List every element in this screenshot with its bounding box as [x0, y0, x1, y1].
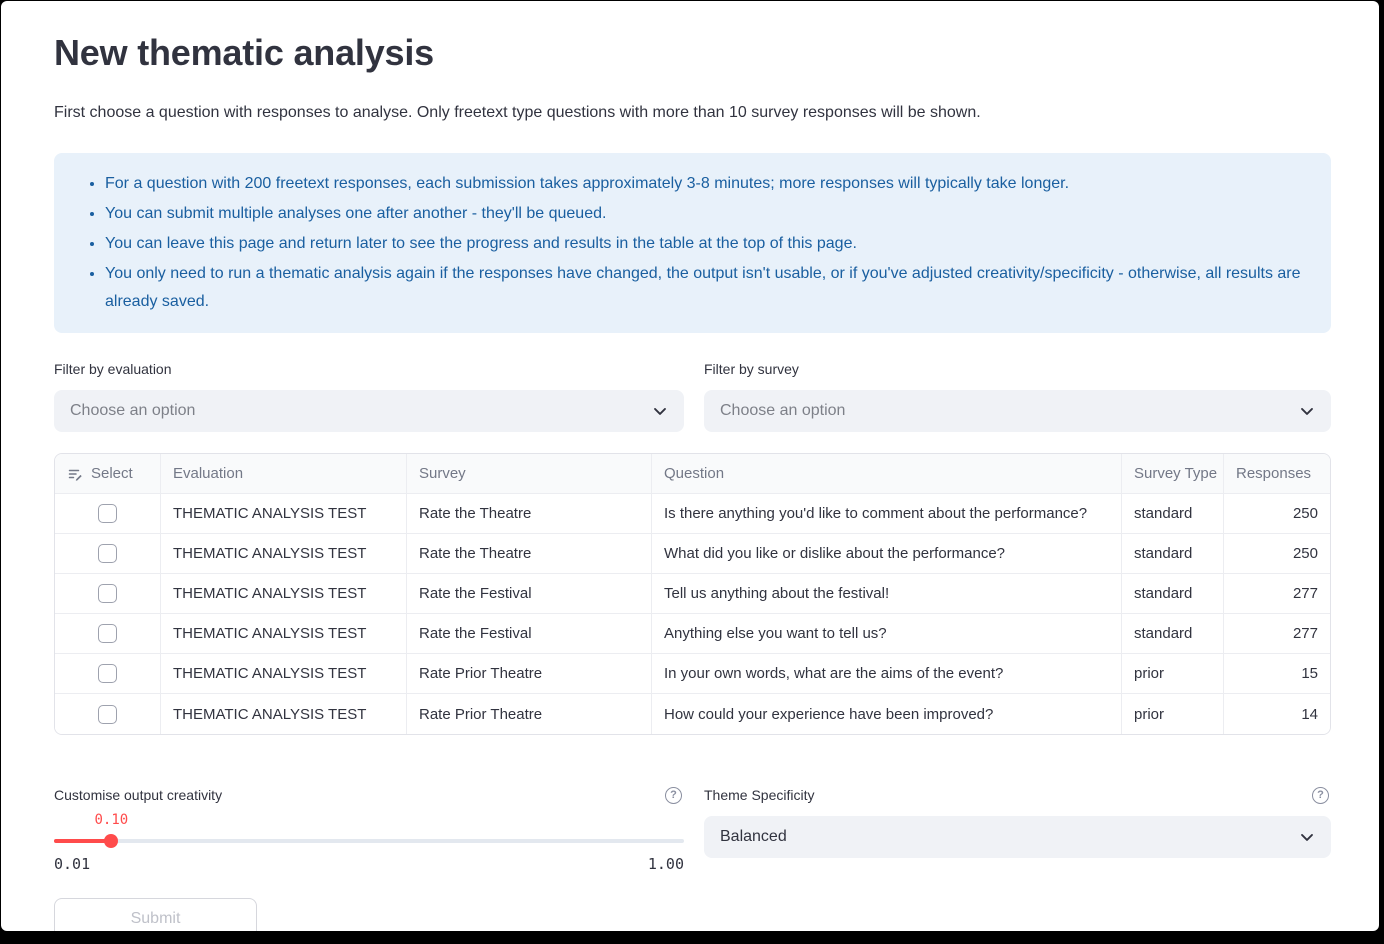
table-header-row: Select Evaluation Survey Question Survey…	[55, 454, 1330, 495]
table-row: THEMATIC ANALYSIS TEST Rate Prior Theatr…	[55, 694, 1330, 735]
info-box: For a question with 200 freetext respons…	[54, 153, 1331, 334]
cell-responses: 250	[1292, 545, 1318, 563]
chevron-down-icon	[1297, 827, 1317, 847]
cell-survey: Rate the Festival	[407, 614, 652, 654]
cell-evaluation: THEMATIC ANALYSIS TEST	[161, 654, 407, 694]
column-header-survey-type[interactable]: Survey Type	[1122, 454, 1224, 494]
cell-survey: Rate the Festival	[407, 574, 652, 614]
column-header-question[interactable]: Question	[652, 454, 1122, 494]
creativity-label: Customise output creativity	[54, 787, 223, 804]
slider-max-label: 1.00	[647, 855, 684, 874]
cell-evaluation: THEMATIC ANALYSIS TEST	[161, 574, 407, 614]
page-title: New thematic analysis	[54, 32, 434, 73]
filter-evaluation-value: Choose an option	[70, 402, 196, 420]
cell-responses: 14	[1301, 705, 1318, 723]
table-row: THEMATIC ANALYSIS TEST Rate the Theatre …	[55, 534, 1330, 575]
specificity-label: Theme Specificity	[704, 787, 815, 804]
cell-evaluation: THEMATIC ANALYSIS TEST	[161, 534, 407, 574]
cell-survey-type: standard	[1122, 534, 1224, 574]
filter-survey-group: Filter by survey Choose an option	[704, 360, 1331, 433]
cell-evaluation: THEMATIC ANALYSIS TEST	[161, 494, 407, 534]
cell-question: Is there anything you'd like to comment …	[652, 494, 1122, 534]
cell-survey: Rate Prior Theatre	[407, 694, 652, 735]
filter-evaluation-label: Filter by evaluation	[54, 360, 684, 378]
slider-minmax: 0.01 1.00	[54, 855, 684, 873]
column-header-select[interactable]: Select	[55, 454, 161, 494]
info-bullet: You can leave this page and return later…	[105, 230, 1311, 258]
filter-survey-label-text: Filter by survey	[704, 361, 799, 378]
cell-survey-type: standard	[1122, 614, 1224, 654]
row-checkbox[interactable]	[98, 584, 117, 604]
specificity-select[interactable]: Balanced	[704, 816, 1331, 859]
filter-evaluation-select[interactable]: Choose an option	[54, 390, 684, 433]
row-checkbox[interactable]	[98, 624, 117, 644]
slider-min-label: 0.01	[54, 855, 91, 874]
cell-survey-type: prior	[1122, 694, 1224, 735]
table-row: THEMATIC ANALYSIS TEST Rate Prior Theatr…	[55, 654, 1330, 695]
cell-responses: 277	[1292, 585, 1318, 603]
cell-responses: 250	[1292, 505, 1318, 523]
chevron-down-icon	[1297, 401, 1317, 421]
slider-track[interactable]	[54, 839, 684, 844]
specificity-group: Theme Specificity ? Balanced	[704, 786, 1331, 931]
chevron-down-icon	[650, 401, 670, 421]
row-checkbox[interactable]	[98, 664, 117, 684]
row-checkbox[interactable]	[98, 704, 117, 724]
cell-evaluation: THEMATIC ANALYSIS TEST	[161, 694, 407, 735]
info-bullet: For a question with 200 freetext respons…	[105, 170, 1311, 198]
row-checkbox[interactable]	[98, 544, 117, 564]
cell-question: In your own words, what are the aims of …	[652, 654, 1122, 694]
cell-question: Anything else you want to tell us?	[652, 614, 1122, 654]
filter-evaluation-label-text: Filter by evaluation	[54, 361, 172, 378]
cell-evaluation: THEMATIC ANALYSIS TEST	[161, 614, 407, 654]
cell-survey-type: prior	[1122, 654, 1224, 694]
cell-responses: 15	[1301, 665, 1318, 683]
info-bullet-list: For a question with 200 freetext respons…	[54, 170, 1311, 316]
creativity-group: Customise output creativity ? 0.10 0.01 …	[54, 786, 684, 931]
table-row: THEMATIC ANALYSIS TEST Rate the Festival…	[55, 614, 1330, 655]
cell-survey-type: standard	[1122, 574, 1224, 614]
info-bullet: You can submit multiple analyses one aft…	[105, 200, 1311, 228]
cell-responses: 277	[1292, 625, 1318, 643]
submit-button[interactable]: Submit	[54, 898, 257, 931]
cell-survey: Rate the Theatre	[407, 534, 652, 574]
creativity-label-row: Customise output creativity ?	[54, 786, 684, 804]
questions-table: Select Evaluation Survey Question Survey…	[54, 453, 1331, 736]
cell-question: Tell us anything about the festival!	[652, 574, 1122, 614]
slider-thumb[interactable]	[104, 834, 119, 849]
creativity-slider: 0.10 0.01 1.00	[54, 812, 684, 874]
info-bullet: You only need to run a thematic analysis…	[105, 260, 1311, 316]
filter-evaluation-group: Filter by evaluation Choose an option	[54, 360, 684, 433]
column-header-select-text: Select	[91, 465, 133, 483]
slider-value: 0.10	[94, 812, 129, 829]
specificity-label-row: Theme Specificity ?	[704, 786, 1331, 804]
edit-column-icon	[67, 466, 83, 482]
slider-fill	[54, 839, 112, 844]
specificity-value: Balanced	[720, 828, 787, 846]
filter-survey-label: Filter by survey	[704, 360, 1331, 378]
column-header-survey[interactable]: Survey	[407, 454, 652, 494]
filter-survey-select[interactable]: Choose an option	[704, 390, 1331, 433]
cell-survey-type: standard	[1122, 494, 1224, 534]
cell-survey: Rate Prior Theatre	[407, 654, 652, 694]
page-subtitle: First choose a question with responses t…	[54, 104, 981, 122]
table-row: THEMATIC ANALYSIS TEST Rate the Theatre …	[55, 494, 1330, 535]
filter-survey-value: Choose an option	[720, 402, 846, 420]
row-checkbox[interactable]	[98, 504, 117, 524]
column-header-evaluation[interactable]: Evaluation	[161, 454, 407, 494]
table-row: THEMATIC ANALYSIS TEST Rate the Festival…	[55, 574, 1330, 615]
help-icon[interactable]: ?	[1312, 786, 1329, 804]
cell-survey: Rate the Theatre	[407, 494, 652, 534]
cell-question: What did you like or dislike about the p…	[652, 534, 1122, 574]
cell-question: How could your experience have been impr…	[652, 694, 1122, 735]
column-header-responses[interactable]: Responses	[1236, 465, 1312, 483]
help-icon[interactable]: ?	[665, 786, 682, 804]
